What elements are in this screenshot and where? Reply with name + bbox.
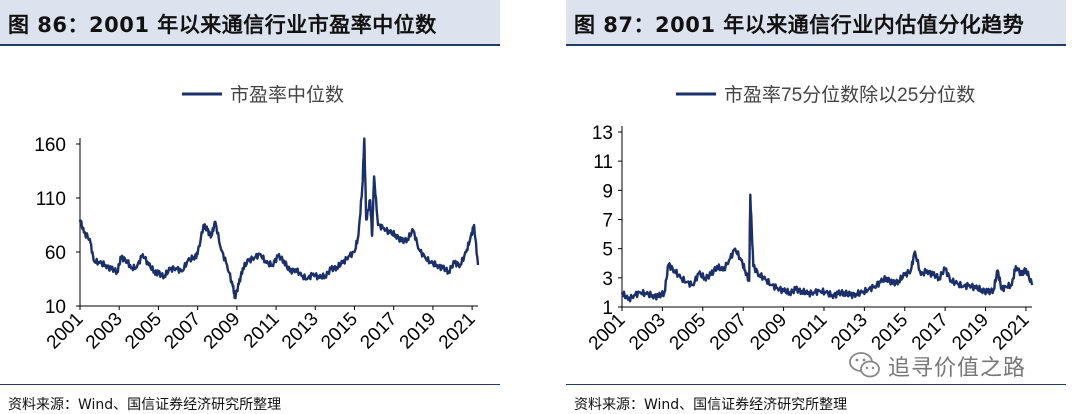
figure-87-panel: 图 87：2001 年以来通信行业内估值分化趋势 1 3 5 7 9 11 13 2001 20… bbox=[566, 0, 1066, 413]
x-tick-label: 2003 bbox=[82, 309, 127, 354]
legend-label: 市盈率中位数 bbox=[230, 84, 344, 106]
y-tick-label: 110 bbox=[36, 189, 66, 210]
figure-86-title-bar: 图 86：2001 年以来通信行业市盈率中位数 bbox=[0, 0, 500, 46]
figure-86-source: 资料来源：Wind、国信证券经济研究所整理 bbox=[8, 397, 282, 413]
y-tick-label: 10 bbox=[45, 297, 66, 318]
figure-86-title: 图 86：2001 年以来通信行业市盈率中位数 bbox=[8, 13, 437, 37]
y-tick-label: 1 bbox=[602, 298, 613, 319]
series-line bbox=[78, 137, 480, 300]
x-tick-label: 2007 bbox=[706, 310, 751, 355]
watermark: 追寻价值之路 bbox=[848, 348, 1068, 382]
chart-pe-median: 1060110160200120032005200720092011201320… bbox=[34, 84, 480, 354]
figure-86-source-rule bbox=[0, 384, 500, 385]
y-tick-label: 60 bbox=[45, 243, 66, 264]
x-tick-label: 2021 bbox=[435, 309, 480, 354]
figure-86-panel: 图 86：2001 年以来通信行业市盈率中位数 10 60 110 160 2001 20… bbox=[0, 0, 500, 413]
x-tick-label: 2005 bbox=[666, 310, 711, 355]
x-tick-label: 2007 bbox=[160, 309, 205, 354]
watermark-text: 追寻价值之路 bbox=[888, 356, 1027, 381]
y-tick-label: 3 bbox=[602, 269, 613, 290]
figure-87-title: 图 87：2001 年以来通信行业内估值分化趋势 bbox=[574, 13, 1025, 37]
x-tick-label: 2015 bbox=[317, 309, 362, 354]
y-tick-label: 7 bbox=[602, 211, 613, 232]
x-tick-label: 2001 bbox=[585, 310, 630, 355]
y-tick-label: 13 bbox=[592, 123, 613, 144]
x-tick-label: 2017 bbox=[356, 309, 401, 354]
y-tick-label: 160 bbox=[34, 135, 66, 156]
figure-87-source: 资料来源：Wind、国信证券经济研究所整理 bbox=[574, 397, 848, 413]
x-tick-label: 2013 bbox=[278, 309, 323, 354]
wechat-icon bbox=[849, 352, 880, 378]
x-tick-label: 2011 bbox=[240, 309, 284, 353]
x-tick-label: 2003 bbox=[625, 310, 670, 355]
figure-87-source-rule bbox=[566, 384, 1066, 385]
x-tick-label: 2009 bbox=[746, 310, 791, 355]
y-tick-label: 5 bbox=[602, 240, 613, 261]
x-tick-label: 2009 bbox=[200, 309, 245, 354]
x-tick-label: 2019 bbox=[396, 309, 441, 354]
y-tick-label: 11 bbox=[593, 152, 613, 173]
x-tick-label: 2005 bbox=[121, 309, 166, 354]
figure-87-title-bar: 图 87：2001 年以来通信行业内估值分化趋势 bbox=[566, 0, 1066, 46]
y-tick-label: 9 bbox=[602, 181, 613, 202]
series-line bbox=[620, 193, 1034, 303]
x-tick-label: 2011 bbox=[788, 310, 832, 354]
chart-pe-dispersion: 1357911132001200320052007200920112013201… bbox=[585, 84, 1034, 355]
legend-label: 市盈率75分位数除以25分位数 bbox=[724, 84, 975, 106]
